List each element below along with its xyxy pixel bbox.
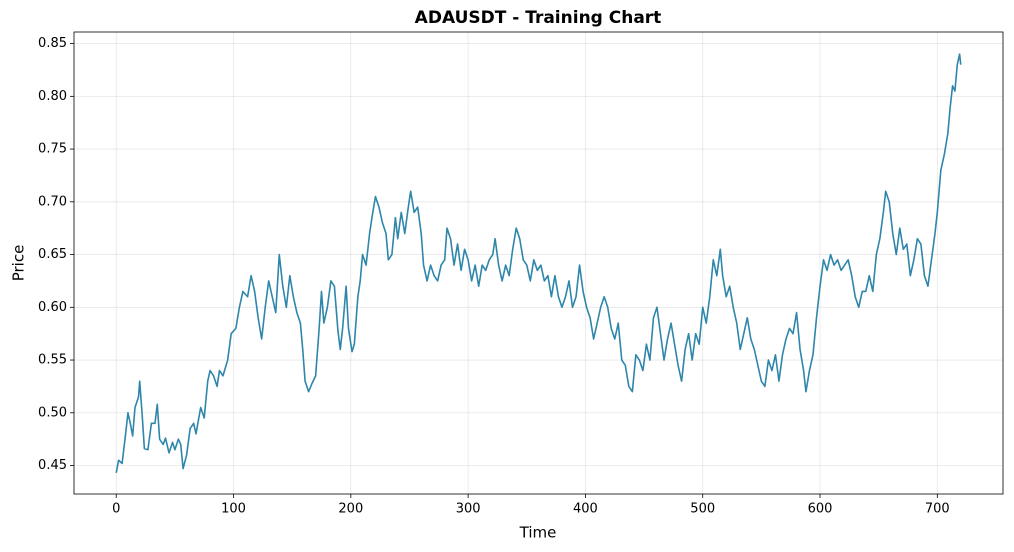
- x-tick-label: 400: [573, 502, 598, 517]
- x-tick-label: 600: [808, 502, 833, 517]
- y-axis-label: Price: [10, 245, 28, 282]
- chart-title: ADAUSDT - Training Chart: [415, 8, 662, 28]
- x-tick-label: 100: [221, 502, 246, 517]
- y-tick-label: 0.75: [38, 142, 67, 157]
- x-tick-label: 500: [690, 502, 715, 517]
- y-tick-label: 0.80: [38, 89, 67, 104]
- price-line: [115, 53, 962, 474]
- y-tick-label: 0.45: [38, 458, 67, 473]
- y-tick-label: 0.70: [38, 194, 67, 209]
- y-tick-label: 0.60: [38, 300, 67, 315]
- x-tick-label: 0: [112, 502, 120, 517]
- y-tick-label: 0.85: [38, 36, 67, 51]
- y-tick-label: 0.50: [38, 405, 67, 420]
- x-tick-label: 300: [456, 502, 481, 517]
- x-axis-label: Time: [519, 524, 557, 542]
- y-tick-label: 0.55: [38, 353, 67, 368]
- axes-frame: [73, 31, 1004, 495]
- x-tick-label: 200: [338, 502, 363, 517]
- y-tick-label: 0.65: [38, 247, 67, 262]
- x-tick-label: 700: [925, 502, 950, 517]
